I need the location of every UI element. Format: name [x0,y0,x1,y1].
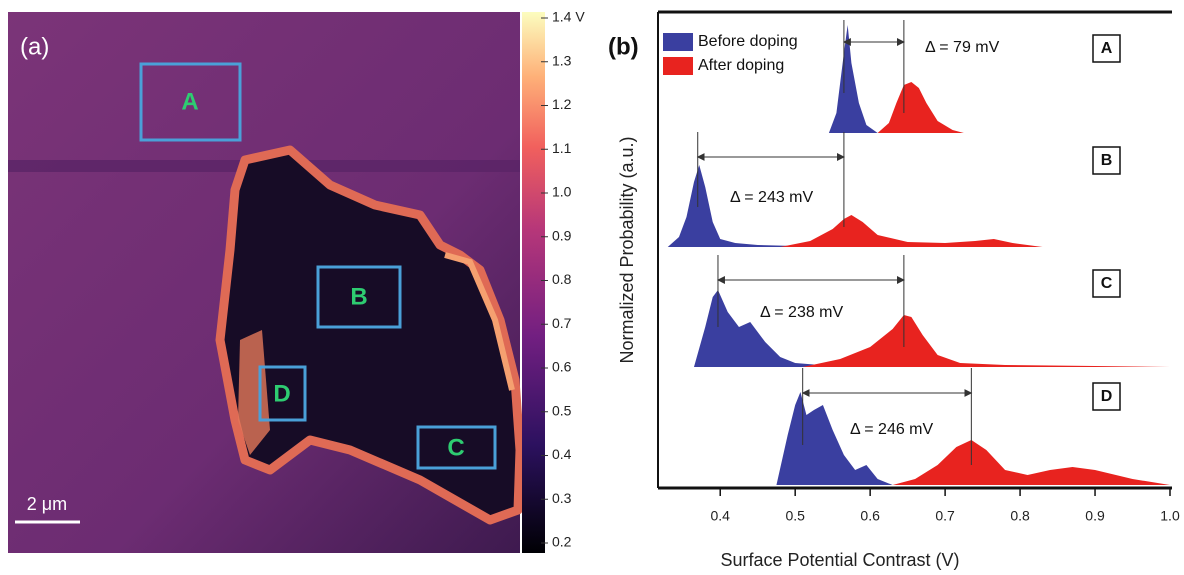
panel-label: (a) [20,33,49,60]
panel-label: (b) [608,33,639,60]
x-tick-label: 0.7 [935,508,955,524]
x-tick-label: 0.6 [860,508,880,524]
colorbar-tick-label: 1.3 [552,52,572,68]
colorbar-tick-label: 0.9 [552,227,572,243]
panel-box [1092,269,1121,298]
x-tick-label: 1.0 [1160,508,1180,524]
colorbar-tick-label: 1.2 [552,96,572,112]
colorbar-tick-label: 0.2 [552,534,572,550]
histogram-area [802,315,1170,367]
axes-frame [657,10,1172,490]
colorbar-tick-label: 1.1 [552,140,572,156]
colorbar [522,12,545,553]
histogram-area [667,165,919,247]
scale-bar-label: 2 μm [27,494,67,514]
x-axis-label: Surface Potential Contrast (V) [720,550,959,570]
region-label: B [350,283,367,310]
x-tick-label: 0.9 [1085,508,1105,524]
delta-annotation: Δ = 79 mV [925,39,1000,56]
panel-letter: D [1101,388,1113,405]
delta-annotation: Δ = 246 mV [850,421,934,438]
x-tick-label: 0.5 [785,508,805,524]
histogram-area [892,440,1170,485]
panel-box [1092,382,1121,411]
colorbar-tick-label: 1.4 V [552,9,585,25]
histogram-area [693,290,919,367]
x-tick-label: 0.8 [1010,508,1030,524]
histogram-area [828,25,878,133]
colorbar-tick-label: 0.8 [552,271,572,287]
x-tick-label: 0.4 [710,508,730,524]
colorbar-tick-label: 0.3 [552,490,572,506]
histogram-area [780,215,1043,247]
panel-box [1092,34,1121,63]
panel-letter: A [1101,40,1113,57]
legend-label: Before doping [698,33,798,50]
region-label: A [181,88,198,115]
legend-swatch [663,57,693,75]
panel-box [1092,146,1121,175]
legend-label: After doping [698,57,784,74]
region-label: C [447,434,464,461]
panel-letter: C [1101,275,1113,292]
colorbar-tick-label: 0.5 [552,402,572,418]
y-axis-label: Normalized Probability (a.u.) [617,136,637,363]
delta-annotation: Δ = 238 mV [760,304,844,321]
colorbar-tick-label: 0.4 [552,446,572,462]
histogram-area [776,392,893,485]
colorbar-tick-label: 0.6 [552,359,572,375]
kpfm-image [8,12,525,553]
legend-swatch [663,33,693,51]
delta-annotation: Δ = 243 mV [730,189,814,206]
region-label: D [273,380,290,407]
histogram-area [877,82,964,133]
panel-letter: B [1101,152,1113,169]
colorbar-tick-label: 1.0 [552,184,572,200]
colorbar-tick-label: 0.7 [552,315,572,331]
